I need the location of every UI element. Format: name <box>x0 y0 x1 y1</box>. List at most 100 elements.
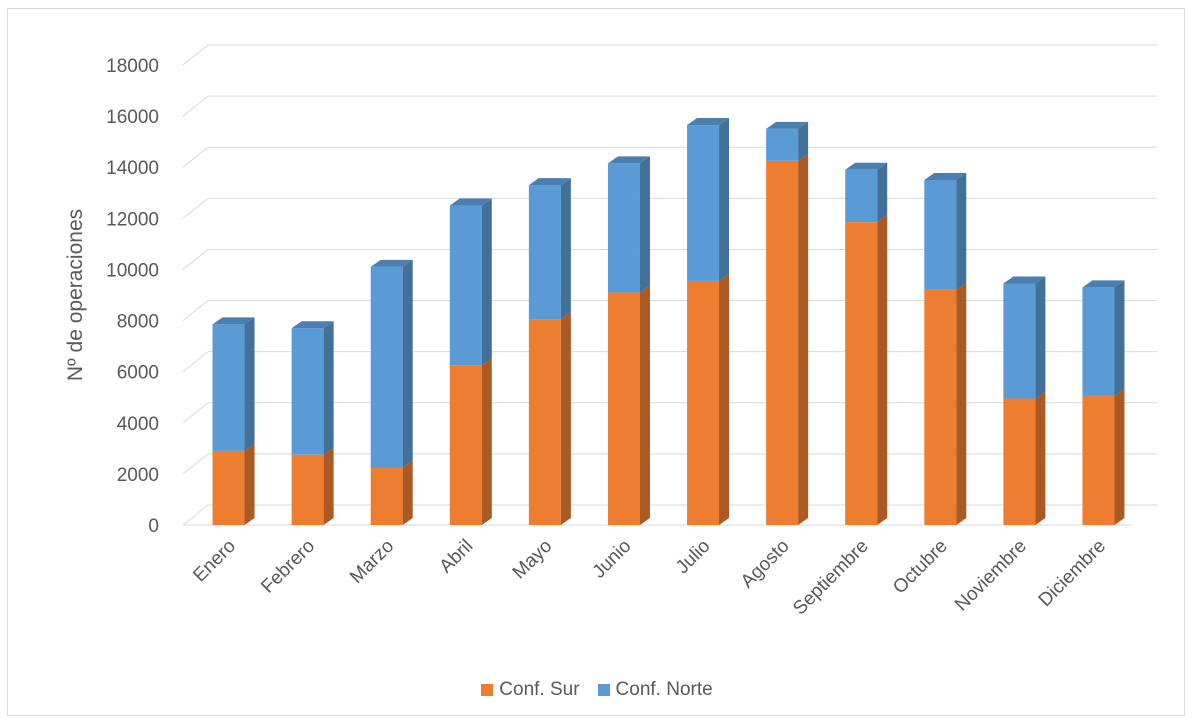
bar-side-norte <box>1114 280 1125 396</box>
bar-side-sur <box>639 285 650 525</box>
bar-sur <box>528 319 561 525</box>
gridline-side <box>182 504 209 526</box>
bar-top-norte <box>924 173 967 180</box>
bar-side-norte <box>877 162 888 223</box>
x-tick-label: Septiembre <box>789 536 873 620</box>
x-tick-label: Enero <box>189 536 240 587</box>
gridline-side <box>182 95 209 117</box>
legend-swatch-sur <box>481 684 494 696</box>
bar-side-norte <box>481 198 492 366</box>
y-tick-label: 14000 <box>106 158 159 179</box>
bar-side-norte <box>798 121 809 161</box>
bar-sur <box>687 280 720 525</box>
bar-top-norte <box>845 162 888 170</box>
bar-side-sur <box>402 460 413 525</box>
y-tick-label: 0 <box>148 516 159 537</box>
bar-top-norte <box>1082 280 1125 288</box>
x-tick-label: Octubre <box>889 536 952 599</box>
bar-norte <box>766 128 799 161</box>
y-tick-label: 6000 <box>117 363 159 384</box>
x-tick-label: Abril <box>436 536 478 578</box>
y-tick-label: 2000 <box>117 465 159 486</box>
bar-sur <box>1082 395 1115 525</box>
gridline-side <box>182 351 209 373</box>
bar-sur <box>291 454 324 525</box>
y-tick-label: 4000 <box>117 414 159 435</box>
bar-sur <box>370 467 403 525</box>
x-tick-label: Agosto <box>737 536 794 593</box>
bar-side-sur <box>719 273 730 525</box>
bar-sur <box>924 289 957 525</box>
gridline-side <box>182 300 209 321</box>
bar-norte <box>212 324 245 451</box>
legend-swatch-norte <box>597 684 610 696</box>
bar-norte <box>370 266 403 468</box>
y-axis-label: Nº de operaciones <box>64 209 87 381</box>
bar-norte <box>528 185 561 320</box>
bar-sur <box>845 222 878 525</box>
bar-side-norte <box>956 173 967 290</box>
y-tick-label: 10000 <box>106 260 159 281</box>
legend-item-norte: Conf. Norte <box>597 679 713 701</box>
bar-side-norte <box>1035 276 1046 399</box>
bar-norte <box>924 180 957 290</box>
bar-norte <box>291 328 324 455</box>
gridline-side <box>182 402 209 424</box>
bar-side-norte <box>323 321 334 455</box>
bar-side-sur <box>560 312 571 525</box>
bar-side-norte <box>639 156 650 293</box>
bar-norte <box>687 125 720 281</box>
y-tick-label: 18000 <box>106 56 159 77</box>
bar-side-sur <box>1114 388 1125 525</box>
gridline-side <box>182 146 209 168</box>
legend-label-sur: Conf. Sur <box>499 679 580 700</box>
bar-side-norte <box>719 118 730 281</box>
bar-norte <box>1003 283 1036 399</box>
bar-side-norte <box>402 259 413 468</box>
bar-top-norte <box>212 317 255 325</box>
bar-top-norte <box>607 156 650 164</box>
gridline-side <box>182 453 209 475</box>
bar-side-sur <box>877 215 888 525</box>
legend: Conf. Sur Conf. Norte <box>0 679 1194 701</box>
bar-sur <box>1003 398 1036 525</box>
bar-sur <box>766 160 799 526</box>
x-tick-label: Mayo <box>509 536 557 584</box>
bar-side-sur <box>244 443 255 525</box>
x-tick-label: Julio <box>672 536 714 578</box>
bar-norte <box>1082 287 1115 396</box>
bar-side-sur <box>798 153 809 526</box>
x-tick-label: Noviembre <box>951 536 1031 616</box>
bar-top-norte <box>449 198 492 206</box>
y-tick-label: 16000 <box>106 107 159 128</box>
gridline-side <box>182 249 209 270</box>
bar-side-sur <box>323 447 334 525</box>
bar-side-sur <box>481 358 492 525</box>
gridline-side <box>182 197 209 219</box>
bar-norte <box>449 205 482 366</box>
x-tick-label: Junio <box>589 536 636 583</box>
chart-frame <box>7 8 1185 716</box>
x-tick-label: Diciembre <box>1035 536 1110 611</box>
bar-norte <box>845 169 878 223</box>
y-tick-label: 8000 <box>117 312 159 333</box>
gridline-side <box>182 44 209 66</box>
bar-sur <box>607 292 640 525</box>
bar-top-norte <box>1003 276 1046 284</box>
bar-norte <box>607 163 640 293</box>
x-tick-label: Febrero <box>257 536 319 598</box>
bar-top-norte <box>291 321 334 329</box>
bar-sur <box>212 450 245 525</box>
bar-top-norte <box>687 118 730 126</box>
y-tick-label: 12000 <box>106 209 159 230</box>
bar-side-norte <box>560 178 571 320</box>
bar-top-norte <box>528 178 571 186</box>
bar-top-norte <box>766 121 809 129</box>
bar-sur <box>449 365 482 525</box>
bar-side-norte <box>244 317 255 451</box>
bar-top-norte <box>370 259 413 267</box>
legend-item-sur: Conf. Sur <box>481 679 580 701</box>
bar-side-sur <box>1035 391 1046 525</box>
x-tick-label: Marzo <box>346 536 398 588</box>
